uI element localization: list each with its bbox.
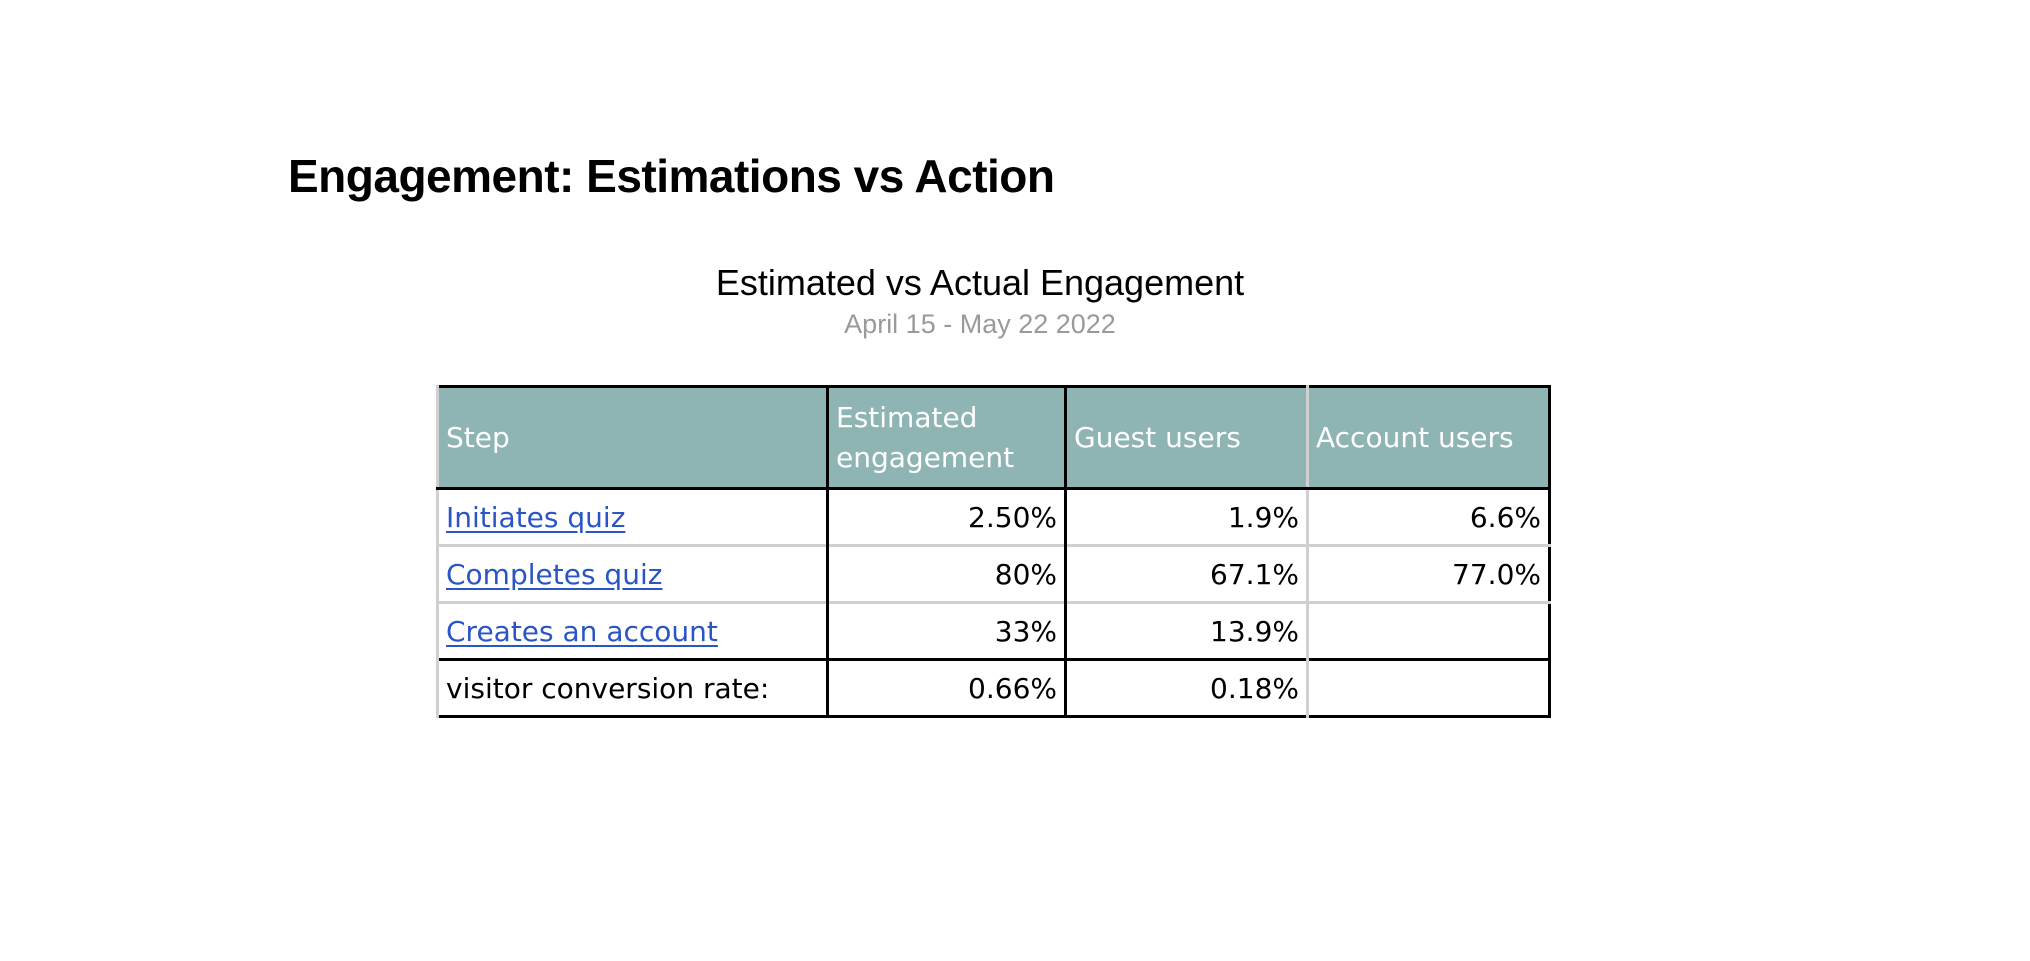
table-row: Creates an account 33% 13.9% xyxy=(436,601,1550,660)
estimated-cell: 33% xyxy=(826,601,1067,660)
estimated-cell: 0.66% xyxy=(826,658,1067,717)
table-row: Completes quiz 80% 67.1% 77.0% xyxy=(436,544,1550,603)
conversion-rate-row: visitor conversion rate: 0.66% 0.18% xyxy=(436,658,1550,717)
step-cell: Initiates quiz xyxy=(436,487,829,546)
account-cell: 6.6% xyxy=(1306,487,1550,546)
engagement-table: Step Estimated engagement Guest users Ac… xyxy=(436,385,1551,718)
page-title: Engagement: Estimations vs Action xyxy=(288,150,1055,202)
estimated-cell: 80% xyxy=(826,544,1067,603)
step-link-creates-an-account[interactable]: Creates an account xyxy=(446,614,718,648)
table-header-row: Step Estimated engagement Guest users Ac… xyxy=(436,386,1550,490)
header-estimated-engagement: Estimated engagement xyxy=(826,386,1067,490)
step-cell: Creates an account xyxy=(436,601,829,660)
guest-cell: 67.1% xyxy=(1064,544,1308,603)
table-title: Estimated vs Actual Engagement xyxy=(715,262,1245,303)
table-date-range: April 15 - May 22 2022 xyxy=(844,309,1116,339)
guest-cell: 1.9% xyxy=(1064,487,1308,546)
account-cell: 77.0% xyxy=(1306,544,1550,603)
step-link-completes-quiz[interactable]: Completes quiz xyxy=(446,557,663,591)
guest-cell: 0.18% xyxy=(1064,658,1308,717)
header-account-users: Account users xyxy=(1306,386,1550,490)
estimated-cell: 2.50% xyxy=(826,487,1067,546)
header-guest-users: Guest users xyxy=(1064,386,1308,490)
account-cell xyxy=(1306,601,1550,660)
step-cell: visitor conversion rate: xyxy=(436,658,829,717)
step-cell: Completes quiz xyxy=(436,544,829,603)
account-cell xyxy=(1306,658,1550,717)
table-row: Initiates quiz 2.50% 1.9% 6.6% xyxy=(436,487,1550,546)
guest-cell: 13.9% xyxy=(1064,601,1308,660)
step-link-initiates-quiz[interactable]: Initiates quiz xyxy=(446,500,626,534)
header-step: Step xyxy=(436,386,829,490)
